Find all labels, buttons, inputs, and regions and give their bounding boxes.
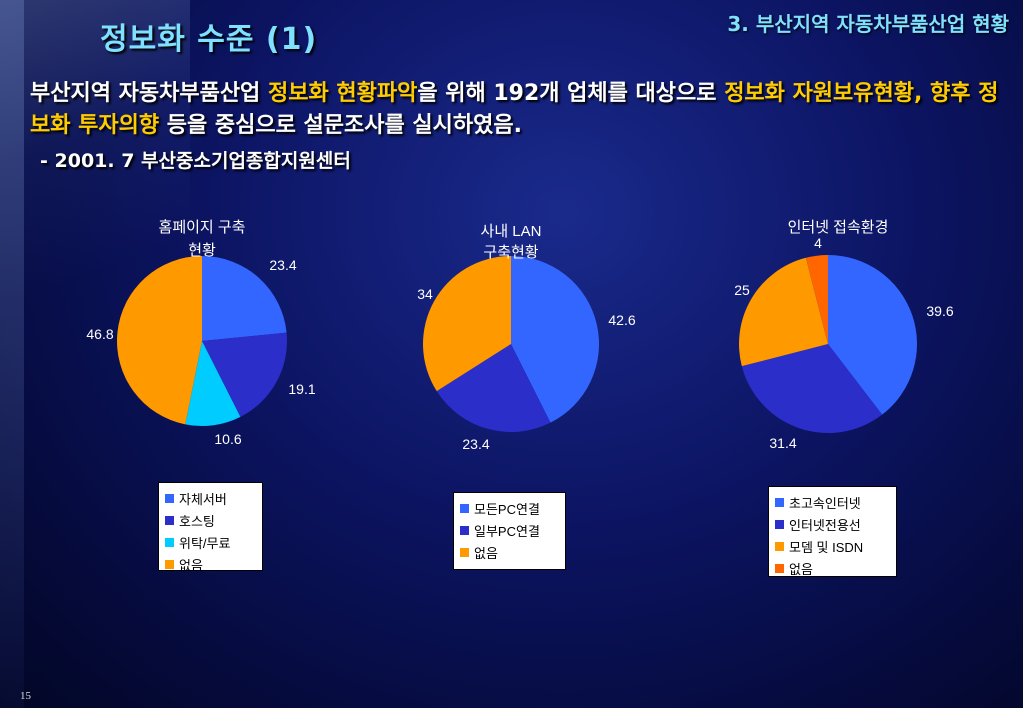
legend-item: 없음 (165, 553, 256, 575)
pie-slice-0-1 (202, 332, 288, 417)
pie-slice-1-1 (436, 344, 551, 433)
chart-title-1-1: 구축현황 (483, 244, 538, 261)
description-highlight-1: 정보화 현황파악 (267, 81, 418, 106)
description-part-3: 등을 중심으로 설문조사를 실시하였음. (159, 113, 522, 138)
data-label-0-2: 10.6 (214, 431, 241, 447)
description-part-1: 부산지역 자동차부품산업 (30, 81, 268, 106)
description-highlight-2: 정보화 자원보유현황, 향후 정보화 투자의향 (30, 81, 999, 138)
chart-title-2-0: 인터넷 접속환경 (788, 219, 889, 236)
data-label-2-1: 31.4 (769, 435, 796, 451)
pie-slice-0-0 (202, 256, 287, 341)
data-label-0-0: 23.4 (269, 257, 296, 273)
legend-label: 없음 (789, 561, 813, 577)
legend-item: 초고속인터넷 (775, 491, 890, 513)
legend-label: 호스팅 (179, 513, 215, 529)
section-title: 3. 부산지역 자동차부품산업 현황 (727, 12, 1009, 36)
legend-item: 인터넷전용선 (775, 513, 890, 535)
legend-label: 위탁/무료 (179, 535, 231, 551)
legend-swatch (460, 503, 469, 513)
legend-item: 호스팅 (165, 509, 256, 531)
legend-swatch (460, 525, 469, 535)
pie-slice-2-3 (805, 255, 828, 344)
legend-item: 일부PC연결 (460, 519, 559, 541)
legend-label: 일부PC연결 (474, 523, 540, 539)
pie-slice-1-2 (423, 256, 511, 392)
legend-label: 모뎀 및 ISDN (789, 539, 864, 555)
pie-slice-2-1 (741, 344, 883, 433)
legend-swatch (460, 547, 469, 557)
data-label-1-1: 23.4 (462, 436, 489, 452)
source-text: - 2001. 7 부산중소기업종합지원센터 (40, 150, 351, 172)
page-number: 15 (20, 690, 31, 702)
pie-slice-1-0 (511, 256, 599, 423)
pie-slice-2-2 (739, 257, 828, 367)
legend-swatch (775, 541, 784, 551)
data-label-2-0: 39.6 (926, 303, 953, 319)
legend-label: 자체서버 (179, 491, 227, 507)
legend-item: 없음 (460, 541, 559, 563)
legend-swatch (165, 537, 174, 547)
legend-item: 모든PC연결 (460, 497, 559, 519)
data-label-2-2: 25 (734, 282, 750, 298)
description-part-2: 을 위해 192개 업체를 대상으로 (417, 81, 725, 106)
legend-label: 인터넷전용선 (789, 517, 861, 533)
legend-swatch (165, 559, 174, 569)
chart-title-1-0: 사내 LAN (481, 223, 542, 240)
data-label-1-2: 34 (417, 286, 433, 302)
legend-label: 없음 (474, 545, 498, 561)
data-label-0-1: 19.1 (288, 381, 315, 397)
pie-slice-2-0 (828, 255, 917, 415)
legend-swatch (775, 519, 784, 529)
chart-title-0-1: 현황 (188, 242, 216, 259)
legend-label: 모든PC연결 (474, 501, 540, 517)
legend-label: 초고속인터넷 (789, 495, 861, 511)
legend-swatch (775, 563, 784, 573)
page-title: 정보화 수준 (1) (100, 22, 318, 57)
legend-swatch (775, 497, 784, 507)
legend-item: 없음 (775, 557, 890, 579)
legend-item: 자체서버 (165, 487, 256, 509)
pie-slice-0-2 (185, 341, 241, 426)
data-label-1-0: 42.6 (608, 312, 635, 328)
legend-item: 모뎀 및 ISDN (775, 535, 890, 557)
legend-label: 없음 (179, 557, 203, 573)
left-edge-decoration (0, 0, 24, 708)
legend-item: 위탁/무료 (165, 531, 256, 553)
legend-swatch (165, 515, 174, 525)
legend-swatch (165, 493, 174, 503)
data-label-2-3: 4 (814, 235, 822, 251)
description-text: 부산지역 자동차부품산업 정보화 현황파악을 위해 192개 업체를 대상으로 … (30, 78, 1005, 142)
